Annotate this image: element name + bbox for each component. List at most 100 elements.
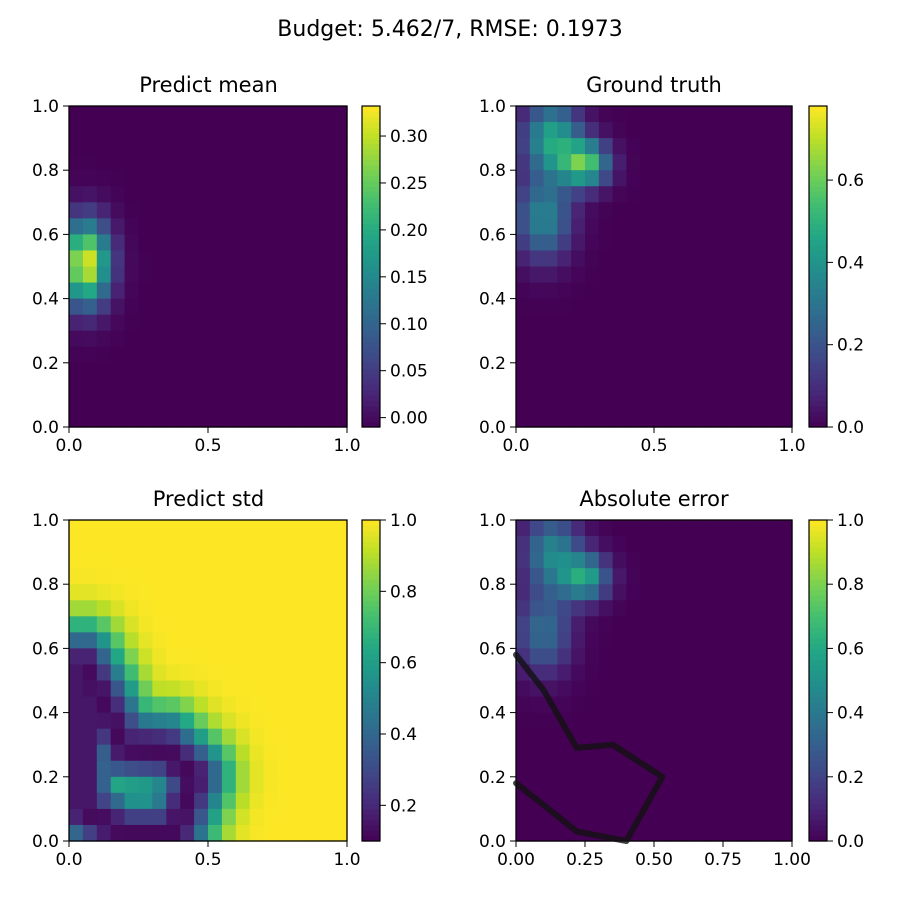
heatmap-cell: [612, 250, 627, 268]
colorbar-band: [362, 357, 380, 364]
heatmap-cell: [333, 632, 348, 649]
heatmap-cell: [654, 314, 669, 332]
heatmap-cell: [110, 648, 126, 666]
heatmap-cell: [333, 728, 348, 746]
heatmap-cell: [723, 250, 738, 268]
heatmap-cell: [110, 314, 126, 332]
heatmap-cell: [166, 808, 181, 826]
heatmap-cell: [235, 584, 251, 601]
heatmap-cell: [529, 250, 545, 268]
heatmap-cell: [69, 362, 84, 380]
heatmap-cell: [249, 712, 265, 730]
heatmap-cell: [667, 584, 683, 601]
heatmap-cell: [69, 170, 84, 187]
heatmap-cell: [750, 346, 765, 364]
heatmap-cell: [180, 520, 195, 537]
heatmap-cell: [695, 394, 710, 412]
heatmap-cell: [750, 218, 765, 235]
heatmap-cell: [681, 584, 696, 601]
heatmap-cell: [654, 568, 669, 585]
colorbar-band: [362, 589, 380, 596]
heatmap-cell: [319, 648, 334, 666]
heatmap-cell: [750, 680, 765, 698]
heatmap-cell: [529, 202, 545, 219]
colorbar-band: [809, 245, 827, 252]
colorbar-band: [362, 632, 380, 639]
colorbar-band: [809, 266, 827, 273]
heatmap-cell: [736, 170, 752, 187]
heatmap-cell: [557, 664, 572, 682]
heatmap-cell: [626, 792, 641, 810]
heatmap-cell: [667, 266, 683, 284]
heatmap-cell: [221, 282, 237, 300]
heatmap-cell: [723, 568, 738, 585]
heatmap-cell: [557, 584, 572, 601]
heatmap-cell: [319, 170, 334, 187]
colorbar-band: [809, 207, 827, 214]
heatmap-cell: [709, 154, 724, 171]
heatmap-cell: [778, 330, 793, 348]
colorbar-band: [809, 154, 827, 161]
colorbar-band: [362, 159, 380, 166]
heatmap-cell: [249, 266, 265, 284]
heatmap-cell: [695, 314, 710, 332]
heatmap-cell: [723, 776, 738, 794]
colorbar-band: [809, 803, 827, 810]
heatmap-cell: [723, 712, 738, 730]
colorbar-tick-label: 1.0: [390, 511, 417, 531]
heatmap-cell: [571, 106, 586, 123]
heatmap-cell: [124, 362, 140, 380]
heatmap-cell: [695, 330, 710, 348]
heatmap-cell: [291, 202, 306, 219]
heatmap-cell: [543, 122, 558, 139]
heatmap-cell: [291, 394, 306, 412]
heatmap-cell: [235, 792, 251, 810]
heatmap-cell: [277, 298, 292, 316]
heatmap-cell: [557, 632, 572, 649]
heatmap-cell: [208, 616, 223, 633]
heatmap-cell: [138, 536, 153, 553]
heatmap-cell: [249, 792, 265, 810]
colorbar-band: [362, 132, 380, 139]
heatmap-cell: [96, 106, 112, 123]
heatmap-cell: [557, 536, 572, 553]
heatmap-cell: [235, 282, 251, 300]
heatmap-cell: [723, 696, 738, 714]
panel-title: Absolute error: [579, 487, 729, 511]
heatmap-cell: [654, 728, 669, 746]
heatmap-cell: [709, 122, 724, 139]
colorbar-band: [809, 309, 827, 316]
colorbar-frame: [808, 519, 828, 842]
heatmap-cell: [124, 122, 140, 139]
heatmap-cell: [764, 728, 779, 746]
heatmap-cell: [681, 616, 696, 633]
heatmap-cell: [152, 202, 167, 219]
colorbar-band: [362, 218, 380, 225]
heatmap-cell: [69, 776, 84, 794]
heatmap-cell: [96, 536, 112, 553]
heatmap-cell: [124, 218, 140, 235]
colorbar-band: [809, 341, 827, 348]
heatmap-cell: [543, 378, 558, 396]
heatmap-cell: [681, 362, 696, 380]
heatmap-cell: [764, 138, 779, 155]
colorbar-band: [809, 170, 827, 177]
heatmap-cell: [585, 616, 600, 633]
heatmap-cell: [305, 552, 320, 569]
heatmap-cell: [291, 362, 306, 380]
heatmap-cell: [249, 298, 265, 316]
heatmap-cell: [681, 744, 696, 762]
heatmap-cell: [166, 600, 181, 617]
colorbar-band: [362, 701, 380, 708]
y-tick-label: 0.0: [479, 418, 506, 438]
heatmap-cell: [516, 106, 531, 123]
heatmap-cell: [194, 394, 209, 412]
heatmap-cell: [180, 584, 195, 601]
heatmap-cell: [221, 808, 237, 826]
heatmap-cell: [69, 138, 84, 155]
heatmap-cell: [543, 728, 558, 746]
heatmap-cell: [194, 362, 209, 380]
heatmap-cell: [667, 314, 683, 332]
heatmap-cell: [221, 202, 237, 219]
heatmap-cell: [598, 552, 614, 569]
